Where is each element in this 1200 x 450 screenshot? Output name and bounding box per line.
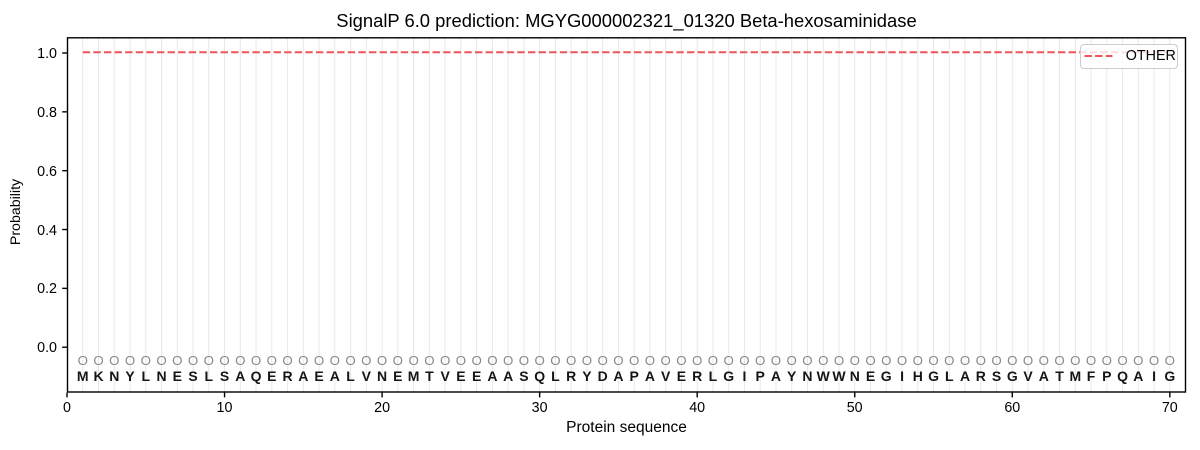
svg-text:MKNYLNESLSAQERAEALVNEMTVEEAASQ: MKNYLNESLSAQERAEALVNEMTVEEAASQLRYDAPAVER… — [77, 368, 1175, 384]
svg-text:OOOOOOOOOOOOOOOOOOOOOOOOOOOOOO: OOOOOOOOOOOOOOOOOOOOOOOOOOOOOOOOOOOOOOOO… — [78, 353, 1175, 368]
